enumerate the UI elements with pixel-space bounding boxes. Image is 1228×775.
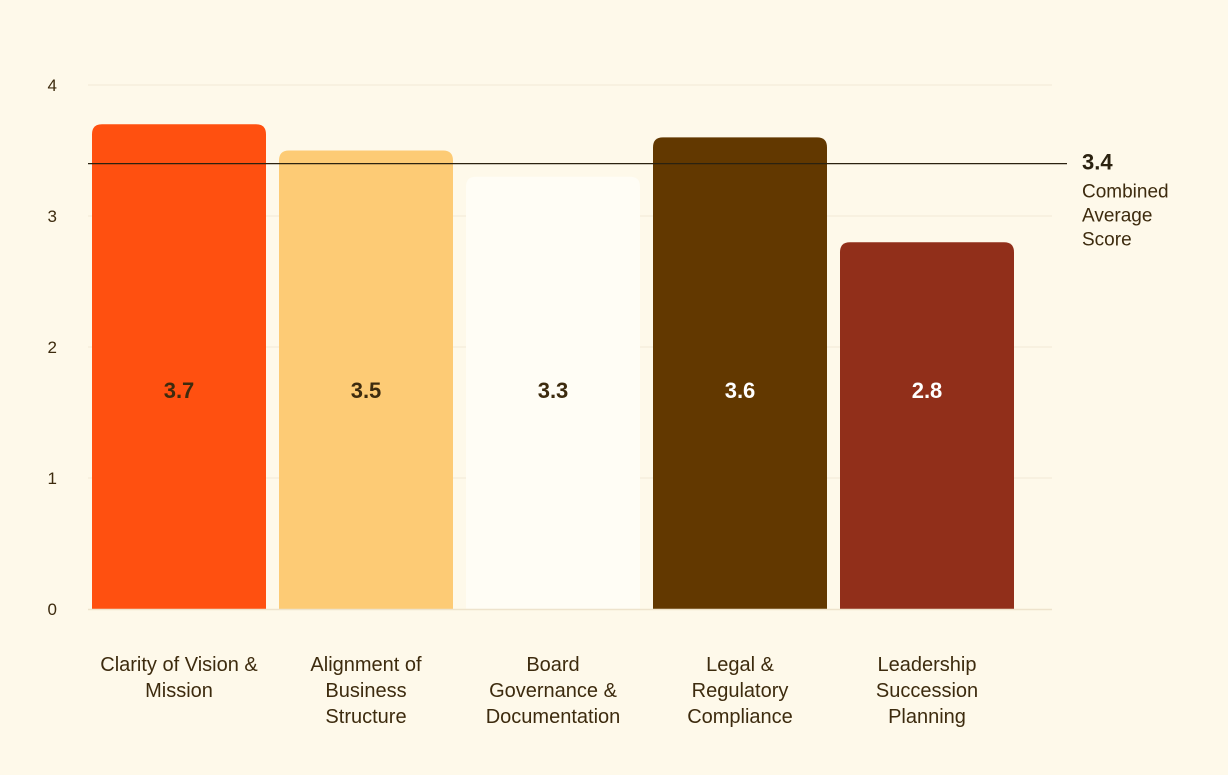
average-caption: Average [1082, 206, 1152, 227]
bar-5 [840, 242, 1014, 609]
bar-2 [279, 150, 453, 609]
y-tick-label: 3 [48, 207, 57, 226]
y-tick-label: 4 [48, 76, 57, 95]
y-tick-label: 0 [48, 600, 57, 619]
y-tick-label: 1 [48, 469, 57, 488]
bars [92, 124, 1014, 610]
category-label: Structure [325, 706, 406, 728]
bar-3 [466, 176, 640, 609]
category-label: Clarity of Vision & [100, 654, 258, 676]
average-caption: Combined [1082, 182, 1169, 203]
category-label: Governance & [489, 680, 618, 702]
category-label: Alignment of [310, 654, 422, 676]
bar-4 [653, 137, 827, 609]
category-label: Planning [888, 706, 966, 728]
category-label: Business [325, 680, 406, 702]
y-tick-label: 2 [48, 338, 57, 357]
category-label: Documentation [486, 706, 621, 728]
labels: 0 1 2 3 4 3.7 Clarity of Vision & Mission 3.5 Ali… [48, 76, 1169, 728]
category-label: Compliance [687, 706, 793, 728]
category-label: Board [526, 654, 579, 676]
average-value-label: 3.4 [1082, 150, 1113, 175]
category-label: Succession [876, 680, 978, 702]
bar-value-label: 3.3 [538, 378, 569, 403]
category-label: Regulatory [692, 680, 789, 702]
category-label: Mission [145, 680, 213, 702]
bar-value-label: 2.8 [912, 378, 943, 403]
bar-value-label: 3.5 [351, 378, 382, 403]
bar-1 [92, 124, 266, 610]
category-label: Legal & [706, 654, 774, 676]
average-caption: Score [1082, 230, 1132, 251]
bar-value-label: 3.7 [164, 378, 195, 403]
category-label: Leadership [878, 654, 977, 676]
bar-value-label: 3.6 [725, 378, 756, 403]
